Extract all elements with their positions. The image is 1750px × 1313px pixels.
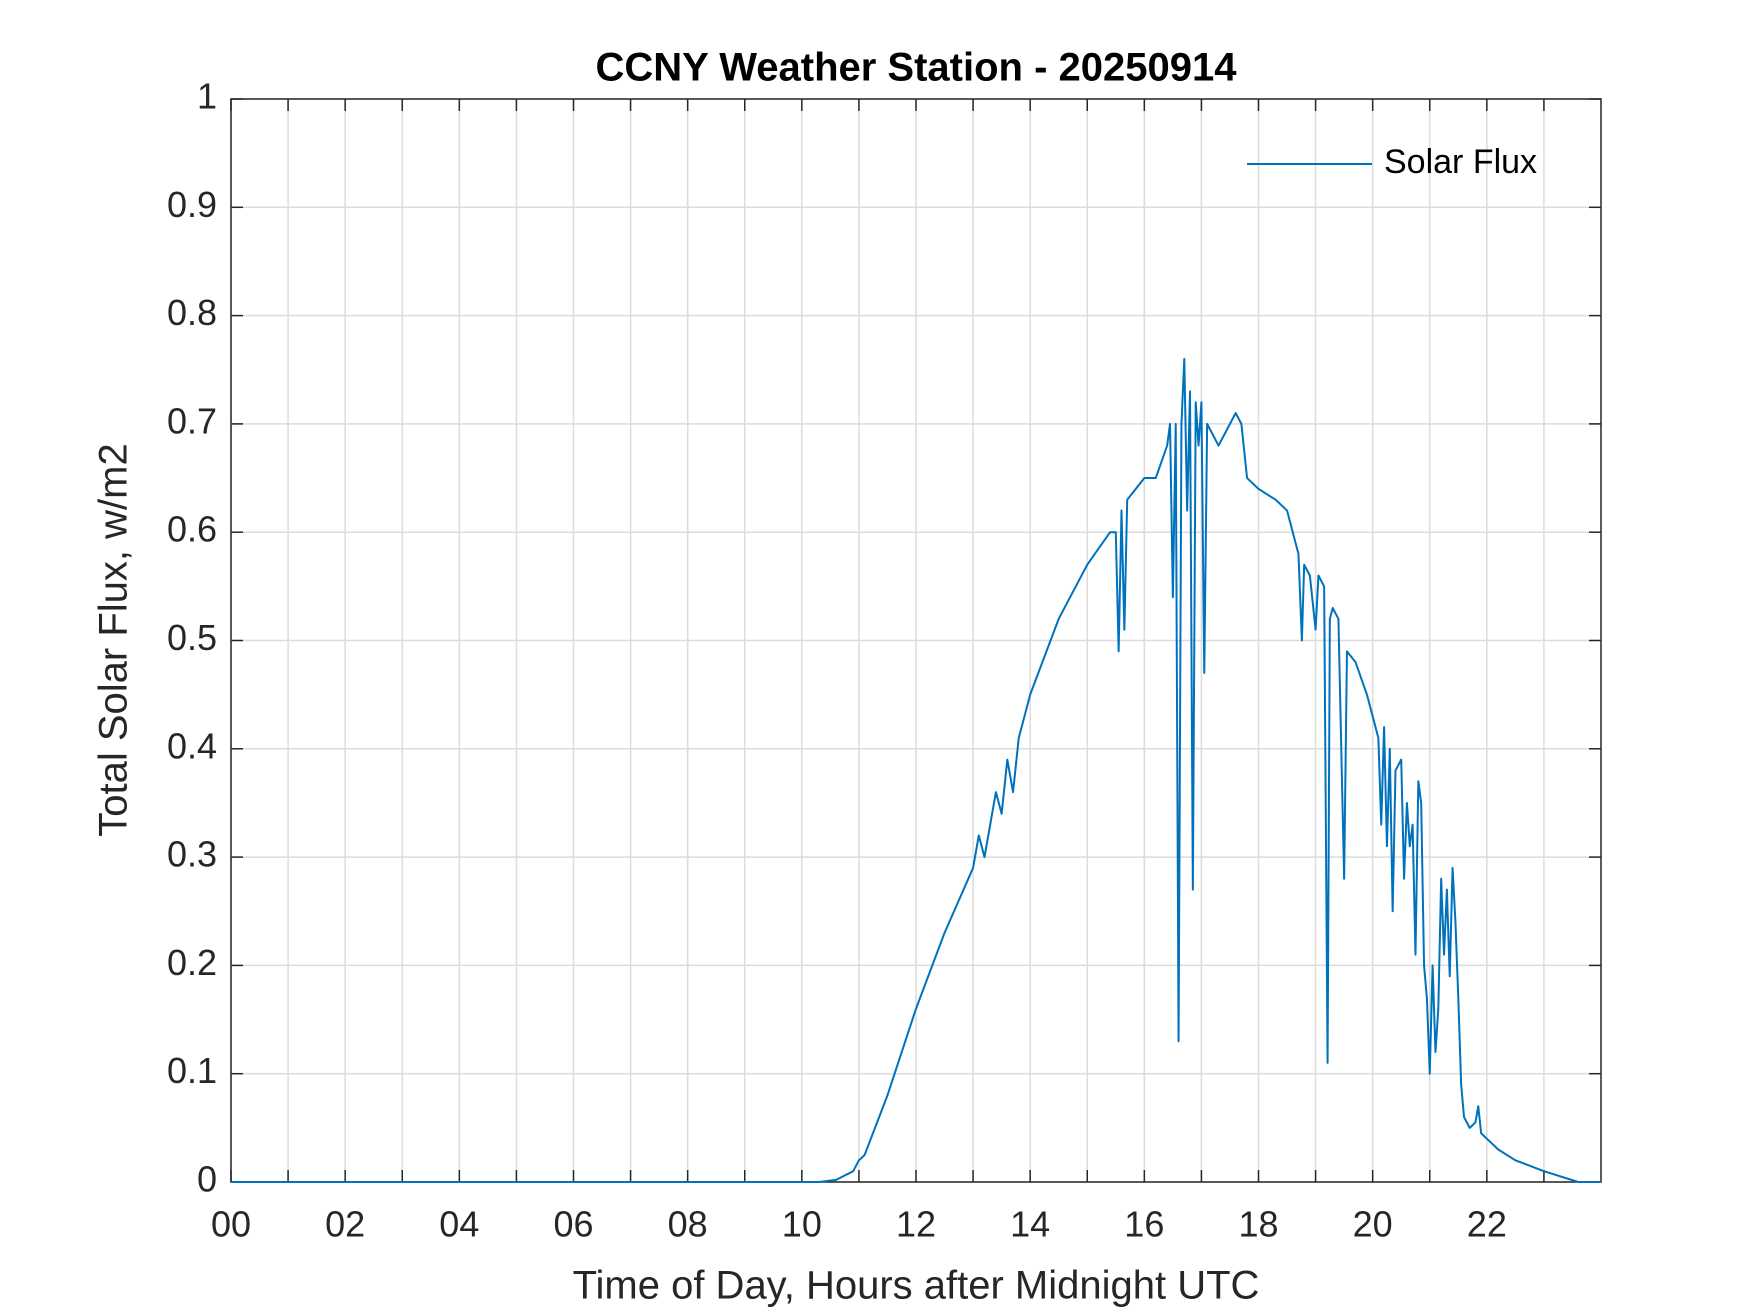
x-tick-label: 20 <box>1353 1204 1393 1245</box>
legend-label: Solar Flux <box>1384 143 1537 181</box>
x-tick-label: 10 <box>782 1204 822 1245</box>
x-tick-label: 06 <box>553 1204 593 1245</box>
y-tick-label: 0.1 <box>167 1050 217 1091</box>
y-tick-label: 0.3 <box>167 834 217 875</box>
y-tick-label: 0.8 <box>167 292 217 333</box>
x-tick-label: 08 <box>668 1204 708 1245</box>
y-tick-label: 0.6 <box>167 509 217 550</box>
y-tick-label: 0 <box>197 1159 217 1200</box>
y-tick-label: 0.2 <box>167 942 217 983</box>
x-axis-title: Time of Day, Hours after Midnight UTC <box>573 1264 1260 1308</box>
x-tick-label: 14 <box>1010 1204 1050 1245</box>
x-tick-label: 00 <box>211 1204 251 1245</box>
y-tick-label: 0.5 <box>167 617 217 658</box>
x-tick-label: 18 <box>1238 1204 1278 1245</box>
x-tick-label: 22 <box>1467 1204 1507 1245</box>
x-tick-label: 16 <box>1124 1204 1164 1245</box>
series-line <box>231 357 1601 1183</box>
x-tick-label: 04 <box>439 1204 479 1245</box>
y-tick-label: 1 <box>197 76 217 117</box>
chart-title: CCNY Weather Station - 20250914 <box>596 46 1238 90</box>
y-axis-title: Total Solar Flux, w/m2 <box>92 443 136 836</box>
y-tick-label: 0.7 <box>167 400 217 441</box>
x-tick-label: 12 <box>896 1204 936 1245</box>
plot-frame <box>230 98 1602 1183</box>
y-tick-label: 0.9 <box>167 184 217 225</box>
x-tick-label: 02 <box>325 1204 365 1245</box>
y-tick-label: 0.4 <box>167 725 217 766</box>
